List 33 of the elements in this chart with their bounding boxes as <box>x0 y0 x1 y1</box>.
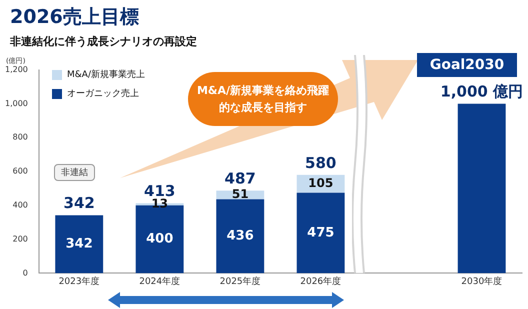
annotation: M&A/新規事業を絡め飛躍的な成長を目指す <box>188 72 338 126</box>
data-label: 105 <box>308 176 334 190</box>
y-tick-label: 400 <box>12 200 28 210</box>
annotation: 非連結 <box>54 164 95 181</box>
data-label: 436 <box>226 228 254 244</box>
total-label: 487 <box>224 170 256 188</box>
data-label: 342 <box>66 236 93 252</box>
x-tick-label: 2026年度 <box>300 276 342 287</box>
y-tick-label: 1,200 <box>4 64 28 74</box>
bar <box>458 104 506 274</box>
y-tick-label: 200 <box>12 234 28 244</box>
bar <box>55 215 104 274</box>
annotation: Goal2030 <box>417 53 517 77</box>
total-label: 1,000 億円 <box>440 82 524 101</box>
data-label: 400 <box>146 232 174 247</box>
x-tick-label: 2030年度 <box>461 276 502 287</box>
x-tick-label: 2025年度 <box>220 276 261 287</box>
bar <box>216 199 264 274</box>
y-tick-label: 800 <box>12 132 28 142</box>
data-label: 475 <box>307 225 334 240</box>
bar <box>296 192 345 274</box>
total-label: 580 <box>305 154 336 172</box>
chart-title: 2026売上目標 <box>10 5 139 30</box>
y-tick-label: 600 <box>12 166 28 176</box>
data-label: 51 <box>232 187 249 202</box>
chart-subtitle: 非連結化に伴う成長シナリオの再設定 <box>10 34 197 49</box>
legend-label: M&A/新規事業売上 <box>67 68 145 81</box>
x-tick-label: 2024年度 <box>139 276 180 287</box>
y-tick-label: 0 <box>22 268 28 278</box>
legend-label: オーガニック売上 <box>67 88 139 100</box>
x-tick-label: 2023年度 <box>58 276 100 287</box>
y-tick-label: 1,000 <box>4 98 28 108</box>
total-label: 342 <box>64 194 95 212</box>
